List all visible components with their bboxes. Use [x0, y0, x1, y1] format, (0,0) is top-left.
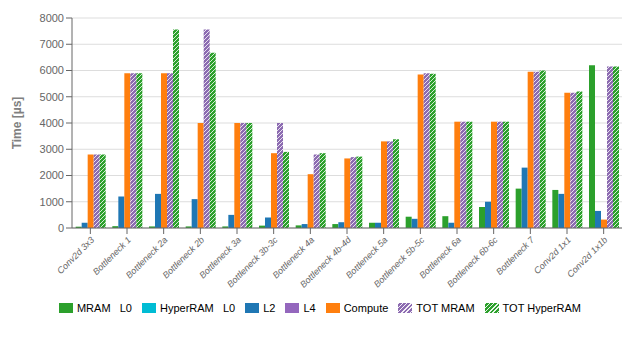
svg-text:Conv2d 1x1b: Conv2d 1x1b [565, 235, 610, 280]
svg-text:6000: 6000 [40, 64, 64, 76]
svg-text:5000: 5000 [40, 91, 64, 103]
svg-text:8000: 8000 [40, 12, 64, 24]
svg-text:4000: 4000 [40, 117, 64, 129]
svg-text:Bottleneck 6a: Bottleneck 6a [417, 234, 463, 281]
html-text:TOT HyperRAM: TOT HyperRAM [502, 302, 581, 314]
svg-text:Conv2d 1x1: Conv2d 1x1 [531, 234, 573, 276]
svg-text:1000: 1000 [40, 196, 64, 208]
html-text:L4: L4 [303, 302, 316, 314]
svg-text:Bottleneck 5b-5c: Bottleneck 5b-5c [372, 235, 427, 290]
svg-text:Bottleneck 2b: Bottleneck 2b [160, 234, 207, 281]
svg-text:Bottleneck 4a: Bottleneck 4a [270, 234, 317, 281]
svg-text:Bottleneck 3b-3c: Bottleneck 3b-3c [225, 235, 280, 290]
svg-text:0: 0 [58, 222, 64, 234]
svg-text:Bottleneck 1: Bottleneck 1 [90, 234, 133, 277]
svg-text:Bottleneck 6b-6c: Bottleneck 6b-6c [445, 235, 500, 290]
svg-text:3000: 3000 [40, 143, 64, 155]
html-text:HyperRAM L0: HyperRAM L0 [160, 302, 236, 314]
svg-text:Time [µs]: Time [µs] [10, 97, 24, 150]
svg-text:Bottleneck 5a: Bottleneck 5a [344, 234, 390, 281]
svg-text:Conv2d 3x3: Conv2d 3x3 [55, 234, 97, 276]
svg-text:2000: 2000 [40, 169, 64, 181]
svg-text:Bottleneck 2a: Bottleneck 2a [124, 234, 170, 281]
html-text:L2: L2 [263, 302, 276, 314]
html-text:MRAM L0: MRAM L0 [77, 302, 132, 314]
svg-text:Bottleneck 3a: Bottleneck 3a [197, 234, 243, 281]
svg-text:7000: 7000 [40, 38, 64, 50]
html-text:TOT MRAM: TOT MRAM [416, 302, 475, 314]
html-text:Compute: Compute [343, 302, 389, 314]
svg-text:Bottleneck 7: Bottleneck 7 [494, 234, 537, 277]
svg-text:Bottleneck 4b-4d: Bottleneck 4b-4d [298, 234, 354, 290]
